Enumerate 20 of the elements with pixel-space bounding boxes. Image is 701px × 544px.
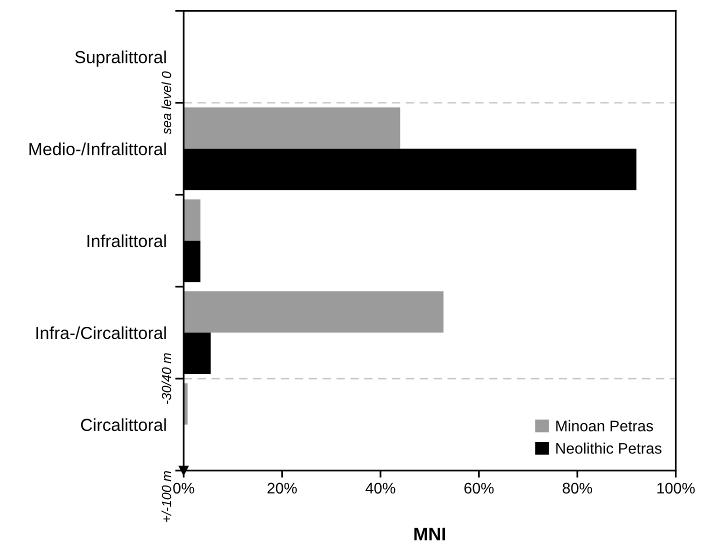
x-tick-label: 0% xyxy=(173,482,194,494)
x-tick-label: 40% xyxy=(366,482,396,494)
y-tick-label: Infra-/Circalittoral xyxy=(36,326,166,340)
x-axis-title: MNI xyxy=(414,528,446,540)
bar xyxy=(184,199,200,241)
legend-label: Neolithic Petras xyxy=(556,442,662,454)
y-tick-label: Medio-/Infralittoral xyxy=(29,142,166,156)
y-tick-label: Infralittoral xyxy=(88,234,166,248)
bar xyxy=(184,291,444,333)
y-tick-label: Supralittoral xyxy=(75,50,166,67)
x-tick-label: 60% xyxy=(464,482,494,494)
text: +/-100 m xyxy=(162,471,172,522)
x-tick-label: 80% xyxy=(562,482,592,494)
legend-label: Minoan Petras xyxy=(556,420,653,432)
text: -30/40 m xyxy=(162,353,172,404)
bar xyxy=(184,107,400,149)
x-tick-label: 100% xyxy=(657,482,695,494)
text: sea level 0 xyxy=(162,71,172,134)
y-tick-label: Circalittoral xyxy=(81,418,166,432)
x-tick-label: 20% xyxy=(268,482,297,494)
